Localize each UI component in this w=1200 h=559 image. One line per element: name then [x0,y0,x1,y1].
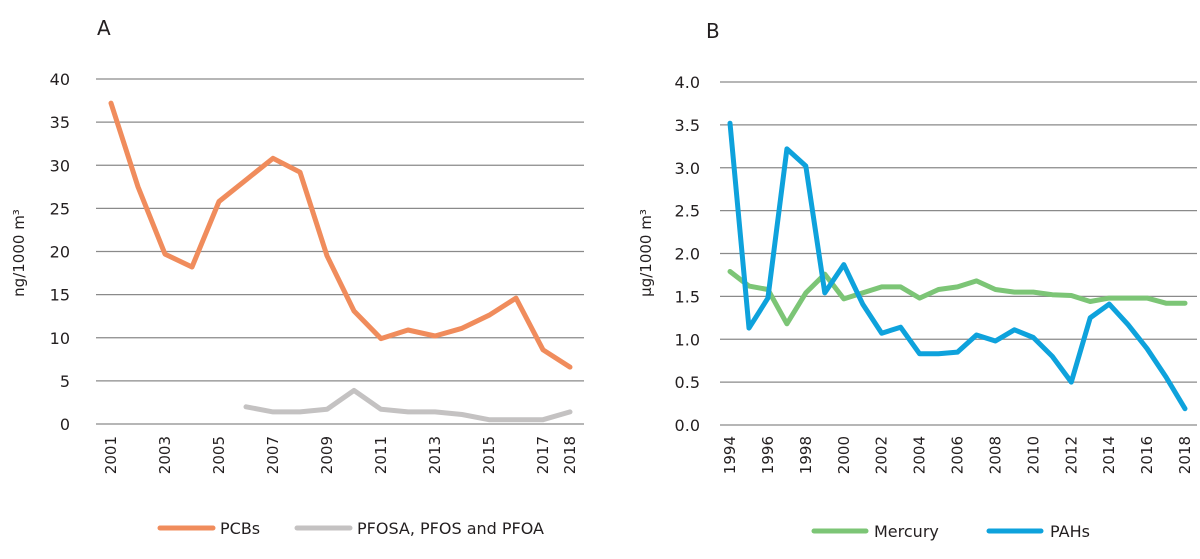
chart-a-x-tick-labels: 2001 2003 2005 2007 2009 2011 2013 2015 2017 2018 [102,436,579,474]
chart-a-y-tick: 5 [60,372,70,391]
chart-a-y-tick: 35 [50,113,70,132]
chart-b-y-tick: 1.0 [675,330,700,349]
chart-b-x-tick: 2002 [873,436,891,474]
chart-a-legend: PCBs PFOSA, PFOS and PFOA [157,519,544,538]
chart-b-y-tick: 1.5 [675,287,700,306]
series-line-mercury [727,269,1188,327]
chart-b-y-tick-labels: 0.0 0.5 1.0 1.5 2.0 2.5 3.0 3.5 4.0 [675,73,700,435]
chart-b-x-tick: 2004 [911,436,929,474]
chart-b-x-tick: 1994 [721,436,739,474]
chart-a-y-tick: 25 [50,199,70,218]
chart-a-x-tick: 2003 [156,436,174,474]
chart-b-y-tick: 4.0 [675,73,700,92]
chart-b-y-tick: 0.0 [675,416,700,435]
chart-a-x-tick: 2015 [480,436,498,474]
chart-a-y-tick: 40 [50,70,70,89]
chart-a-y-tick-labels: 0 5 10 15 20 25 30 35 40 [50,70,70,434]
chart-b-y-tick: 3.5 [675,116,700,135]
chart-b-x-tick-labels: 1994 1996 1998 2000 2002 2004 2006 2008 2010 2012… [721,436,1194,474]
chart-a-y-tick: 20 [50,243,70,262]
chart-a-x-tick: 2001 [102,436,120,474]
chart-a-y-tick: 30 [50,156,70,175]
legend-label-pfas: PFOSA, PFOS and PFOA [357,519,544,538]
chart-b-y-axis-label: µg/1000 m³ [637,209,655,297]
chart-b-gridlines [720,81,1197,426]
chart-b-y-tick: 0.5 [675,373,700,392]
chart-a-x-tick: 2017 [534,436,552,474]
chart-b-x-tick: 2014 [1100,436,1118,474]
series-line-pahs [727,120,1188,412]
chart-a-series [108,100,573,423]
legend-label-pahs: PAHs [1050,522,1090,541]
legend-label-pcbs: PCBs [220,519,260,538]
chart-a-x-tick: 2007 [264,436,282,474]
chart-b-y-tick: 2.5 [675,202,700,221]
chart-b-y-tick: 3.0 [675,159,700,178]
chart-b: B 0.00.51.01.52.02.53.03.54.0 1994 1996 19… [637,19,1197,541]
chart-a-y-tick: 0 [60,415,70,434]
chart-a-gridlines [96,78,584,425]
chart-b-y-tick: 2.0 [675,245,700,264]
chart-b-x-tick: 2010 [1024,436,1042,474]
chart-a-x-tick: 2005 [210,436,228,474]
chart-a-x-tick: 2013 [426,436,444,474]
chart-a-y-tick: 10 [50,329,70,348]
chart-a-y-tick: 15 [50,286,70,305]
chart-b-x-tick: 1998 [797,436,815,474]
series-line-pcbs [108,100,573,370]
chart-a-title: A [97,16,111,40]
chart-b-title: B [706,19,720,43]
chart-b-x-tick: 2018 [1176,436,1194,474]
chart-b-legend: Mercury PAHs [811,522,1090,541]
series-line-pfosa-pfos-and-pfoa [243,387,573,423]
chart-b-x-tick: 2012 [1062,436,1080,474]
chart-b-x-tick: 2016 [1138,436,1156,474]
chart-b-series [727,120,1188,412]
legend-label-mercury: Mercury [874,522,939,541]
chart-b-x-tick: 2006 [949,436,967,474]
chart-b-x-tick: 2000 [835,436,853,474]
chart-a-x-tick: 2018 [561,436,579,474]
chart-a-x-tick: 2009 [318,436,336,474]
chart-b-x-tick: 1996 [759,436,777,474]
chart-b-x-tick: 2008 [986,436,1004,474]
chart-a-y-axis-label: ng/1000 m³ [10,209,28,297]
chart-a-x-tick: 2011 [372,436,390,474]
